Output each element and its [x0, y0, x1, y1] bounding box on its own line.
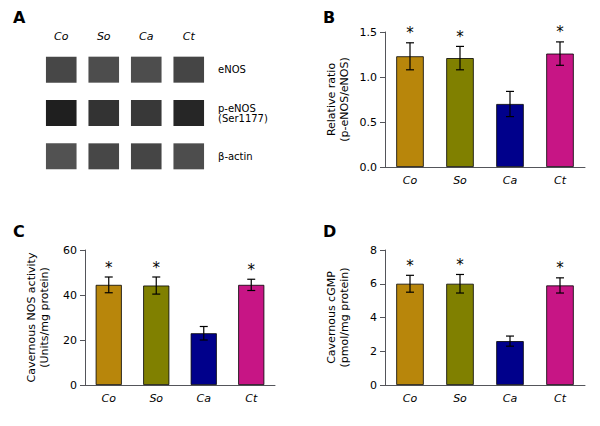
svg-text:eNOS: eNOS: [218, 64, 246, 75]
svg-text:Co: Co: [403, 174, 418, 187]
svg-text:0.0: 0.0: [360, 161, 378, 174]
svg-text:(Units/mg protein): (Units/mg protein): [38, 267, 51, 368]
svg-text:Ct: Ct: [554, 392, 567, 405]
svg-text:Relative ratio: Relative ratio: [325, 63, 338, 136]
svg-text:*: *: [406, 24, 414, 42]
svg-text:*: *: [556, 23, 564, 41]
svg-text:6: 6: [370, 277, 377, 290]
svg-text:B: B: [323, 8, 335, 27]
svg-text:40: 40: [63, 289, 77, 302]
svg-text:(p-eNOS/eNOS): (p-eNOS/eNOS): [338, 57, 351, 142]
svg-text:0.5: 0.5: [360, 116, 378, 129]
svg-text:Ca: Ca: [503, 174, 518, 187]
svg-text:Ca: Ca: [197, 392, 212, 405]
svg-text:20: 20: [63, 334, 77, 347]
svg-text:*: *: [105, 259, 113, 277]
svg-text:1.0: 1.0: [360, 71, 378, 84]
svg-text:*: *: [153, 259, 161, 277]
svg-text:p-eNOS: p-eNOS: [218, 102, 256, 114]
svg-text:Co: Co: [54, 30, 69, 43]
svg-text:0: 0: [370, 379, 377, 392]
svg-text:Ca: Ca: [139, 30, 154, 43]
svg-text:Ct: Ct: [554, 174, 567, 187]
svg-text:Ct: Ct: [245, 392, 258, 405]
svg-text:*: *: [556, 259, 564, 277]
svg-text:So: So: [97, 30, 111, 43]
svg-text:60: 60: [63, 244, 77, 257]
svg-text:β-actin: β-actin: [218, 151, 253, 162]
svg-text:So: So: [149, 392, 163, 405]
svg-text:0: 0: [70, 379, 77, 392]
svg-text:*: *: [248, 261, 256, 279]
svg-text:*: *: [406, 257, 414, 275]
svg-text:(pmol/mg protein): (pmol/mg protein): [338, 267, 351, 367]
svg-text:(Ser1177): (Ser1177): [218, 113, 268, 124]
svg-text:D: D: [323, 222, 336, 241]
svg-text:C: C: [13, 222, 25, 241]
svg-text:Ct: Ct: [183, 30, 196, 43]
svg-text:So: So: [453, 392, 467, 405]
svg-text:*: *: [456, 28, 464, 46]
svg-text:2: 2: [370, 345, 377, 358]
svg-text:8: 8: [370, 244, 377, 257]
svg-text:4: 4: [370, 311, 377, 324]
svg-text:Ca: Ca: [503, 392, 518, 405]
svg-text:A: A: [13, 8, 26, 27]
svg-text:Cavernous cGMP: Cavernous cGMP: [325, 271, 338, 364]
svg-text:*: *: [456, 256, 464, 274]
svg-text:So: So: [453, 174, 467, 187]
svg-text:Co: Co: [102, 392, 117, 405]
svg-text:1.5: 1.5: [360, 26, 378, 39]
svg-text:Co: Co: [403, 392, 418, 405]
svg-text:Cavernous NOS activity: Cavernous NOS activity: [25, 252, 38, 382]
